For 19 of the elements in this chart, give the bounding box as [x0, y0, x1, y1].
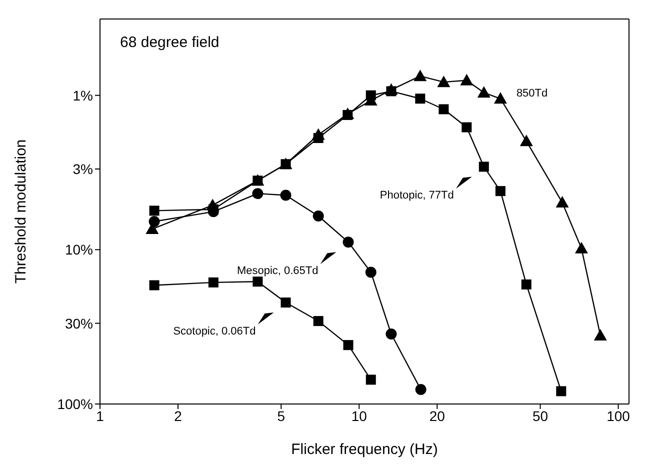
y-axis-title: Threshold modulation [12, 139, 30, 284]
annotation: Photopic, 77Td [380, 190, 454, 202]
y-tick-label: 3% [72, 160, 93, 177]
y-tick-label: 30% [64, 315, 93, 332]
annotation: Scotopic, 0.06Td [173, 326, 256, 338]
annotation: Mesopic, 0.65Td [236, 265, 318, 278]
y-tick-label: 10% [64, 242, 93, 258]
x-tick-label: 1 [96, 408, 104, 424]
x-tick-label: 50 [532, 408, 548, 424]
x-axis-title: Flicker frequency (Hz) [291, 441, 438, 458]
annotation: 850Td [516, 88, 548, 100]
x-tick-label: 2 [174, 408, 182, 424]
y-tick-label: 1% [72, 87, 93, 104]
x-tick-label: 20 [429, 408, 446, 424]
y-tick-label: 100% [57, 396, 93, 412]
x-tick-label: 100 [606, 408, 630, 424]
annotation: 68 degree field [120, 34, 220, 51]
x-tick-label: 10 [351, 408, 368, 424]
x-tick-label: 5 [277, 408, 286, 424]
